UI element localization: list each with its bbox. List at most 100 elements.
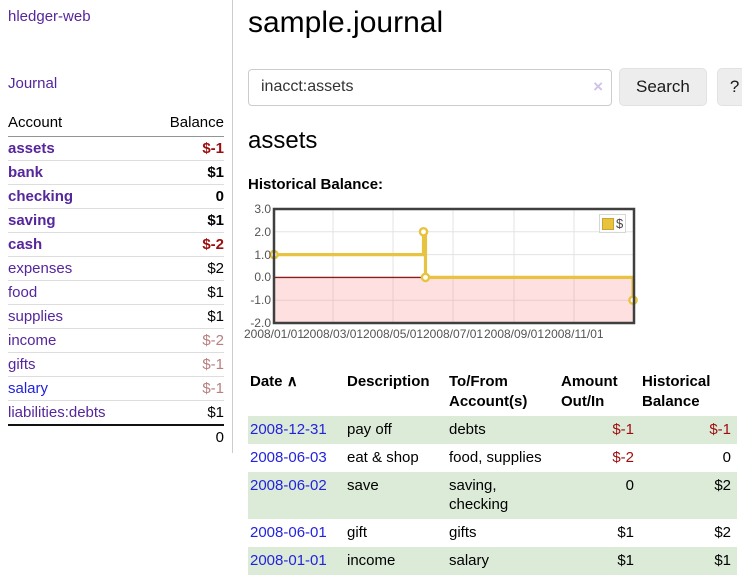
account-link-supplies[interactable]: supplies [8, 308, 64, 325]
account-row: saving $1 [8, 208, 224, 233]
y-tick-label: 2.0 [254, 224, 271, 239]
transaction-balance: 0 [722, 449, 731, 466]
account-row: checking 0 [8, 184, 224, 209]
accounts-total-row: 0 [8, 424, 224, 449]
account-heading: assets [248, 127, 318, 154]
register-table: Date ∧ Description To/From Account(s) Am… [248, 370, 737, 575]
transaction-balance: $2 [640, 472, 737, 519]
account-balance: $-1 [146, 376, 224, 401]
transaction-description: income [345, 547, 447, 575]
y-tick-label: 1.0 [254, 247, 271, 262]
account-link-cash[interactable]: cash [8, 236, 43, 253]
chart-title: Historical Balance: [248, 176, 384, 193]
accounts-header-account: Account [8, 111, 147, 137]
account-row: salary $-1 [8, 376, 224, 401]
sidebar-item-journal[interactable]: Journal [8, 75, 58, 92]
register-header-accounts: To/From Account(s) [449, 373, 528, 410]
account-balance: $-2 [146, 328, 224, 353]
account-row: gifts $-1 [8, 352, 224, 377]
accounts-header-balance: Balance [146, 111, 224, 137]
y-tick-label: -2.0 [250, 316, 271, 330]
main-content: sample.journal × Search ? assets Histori… [233, 0, 742, 582]
register-header-balance: Historical Balance [642, 373, 711, 410]
account-row: supplies $1 [8, 304, 224, 329]
transaction-amount: $1 [559, 547, 640, 575]
x-tick-label: 2008/01/01 [243, 327, 305, 341]
sidebar: hledger-web Journal Account Balance asse… [0, 0, 233, 453]
transaction-accounts: gifts [449, 524, 477, 541]
x-tick-label: 2008/09/01 [483, 327, 545, 341]
transaction-amount: $1 [617, 524, 634, 541]
account-row: food $1 [8, 280, 224, 305]
account-balance: $1 [146, 400, 224, 425]
legend-label: $ [616, 216, 624, 231]
clear-search-icon[interactable]: × [593, 76, 603, 96]
transaction-description: pay off [345, 416, 447, 444]
account-balance: $2 [146, 256, 224, 281]
register-header-row: Date ∧ Description To/From Account(s) Am… [248, 370, 737, 416]
transaction-accounts: food, supplies [449, 449, 542, 466]
register-header-date[interactable]: Date ∧ [250, 373, 298, 390]
account-link-bank[interactable]: bank [8, 164, 44, 181]
account-link-salary[interactable]: salary [8, 380, 49, 397]
register-row: 2008-06-03 eat & shop food, supplies $-2… [248, 444, 737, 472]
transaction-date-link[interactable]: 2008-06-03 [250, 449, 327, 466]
register-row: 2008-01-01 income salary $1 $1 [248, 547, 737, 575]
account-link-liabilities-debts[interactable]: liabilities:debts [8, 404, 106, 421]
y-tick-label: 0.0 [254, 270, 271, 285]
transaction-date-link[interactable]: 2008-06-02 [250, 477, 327, 494]
account-balance: $-2 [146, 232, 224, 257]
account-balance: $1 [146, 304, 224, 329]
help-button[interactable]: ? [716, 68, 742, 106]
account-link-food[interactable]: food [8, 284, 38, 301]
x-tick-label: 2008/11/01 [544, 327, 604, 341]
register-row: 2008-12-31 pay off debts $-1 $-1 [248, 416, 737, 444]
account-link-gifts[interactable]: gifts [8, 356, 36, 373]
page-title: sample.journal [248, 6, 444, 39]
account-row: cash $-2 [8, 232, 224, 257]
accounts-tree-table: Account Balance assets $-1 bank $1 check… [8, 111, 224, 449]
transaction-date-link[interactable]: 2008-12-31 [250, 421, 327, 438]
transaction-amount: 0 [559, 472, 640, 519]
x-tick-label: 2008/03/01 [302, 327, 364, 341]
transaction-date-link[interactable]: 2008-06-01 [250, 524, 327, 541]
account-link-expenses[interactable]: expenses [8, 260, 73, 277]
transaction-amount: $-2 [612, 449, 634, 466]
search-button[interactable]: Search [619, 68, 707, 106]
app-brand-link[interactable]: hledger-web [8, 8, 91, 25]
register-header-amount: Amount Out/In [561, 373, 618, 410]
account-balance: $-1 [146, 352, 224, 377]
account-link-saving[interactable]: saving [8, 212, 56, 229]
account-row: bank $1 [8, 160, 224, 185]
transaction-amount: $-1 [559, 416, 640, 444]
transaction-balance: $-1 [640, 416, 737, 444]
legend-swatch-icon [602, 217, 614, 230]
y-tick-label: -1.0 [250, 293, 271, 308]
transaction-balance: $2 [714, 524, 731, 541]
account-link-checking[interactable]: checking [8, 188, 74, 205]
account-balance: $-1 [202, 140, 224, 157]
register-row: 2008-06-01 gift gifts $1 $2 [248, 519, 737, 547]
x-tick-label: 2008/05/01 [362, 327, 424, 341]
transaction-description: save [345, 472, 447, 519]
transaction-accounts: debts [447, 416, 559, 444]
transaction-description: gift [347, 524, 368, 541]
transaction-balance: $1 [640, 547, 737, 575]
x-tick-label: 2008/07/01 [422, 327, 484, 341]
transaction-description: eat & shop [347, 449, 419, 466]
account-balance: $1 [146, 208, 224, 233]
account-link-assets[interactable]: assets [8, 140, 55, 157]
transaction-accounts: salary [447, 547, 559, 575]
transaction-date-link[interactable]: 2008-01-01 [250, 552, 327, 569]
sort-ascending-icon: ∧ [286, 373, 298, 390]
account-row: liabilities:debts $1 [8, 400, 224, 425]
search-input[interactable] [248, 68, 612, 106]
account-link-income[interactable]: income [8, 332, 57, 349]
register-header-description: Description [347, 373, 430, 390]
register-row: 2008-06-02 save saving, checking 0 $2 [248, 472, 737, 519]
account-balance: $1 [146, 160, 224, 185]
account-row: income $-2 [8, 328, 224, 353]
transaction-accounts: saving, checking [447, 472, 559, 519]
account-balance: 0 [146, 184, 224, 209]
accounts-total-balance: 0 [146, 424, 224, 449]
